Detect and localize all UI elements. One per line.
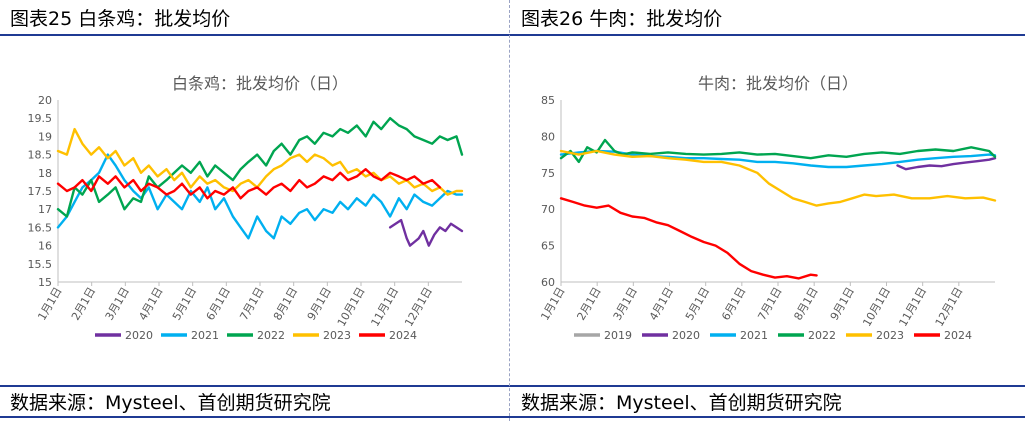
x-tick-label: 7月1日 xyxy=(755,285,784,323)
y-tick-label: 75 xyxy=(541,167,555,180)
x-tick-label: 7月1日 xyxy=(237,285,266,323)
x-tick-label: 10月1日 xyxy=(335,285,368,329)
chart-title: 白条鸡：批发均价（日） xyxy=(172,74,348,93)
series-line-2024 xyxy=(559,197,818,280)
series-line-2020 xyxy=(896,156,997,171)
y-tick-label: 60 xyxy=(541,276,555,289)
series-line-2022 xyxy=(56,116,464,218)
y-tick-label: 18.5 xyxy=(28,149,53,162)
series-line-2021 xyxy=(559,149,997,169)
chart-title: 牛肉：批发均价（日） xyxy=(698,74,858,93)
series-line-2022 xyxy=(559,138,997,164)
y-tick-label: 15.5 xyxy=(28,258,53,271)
x-tick-label: 8月1日 xyxy=(271,285,300,323)
x-tick-label: 1月1日 xyxy=(538,285,567,323)
y-tick-label: 70 xyxy=(541,203,555,216)
x-tick-label: 6月1日 xyxy=(719,285,748,323)
x-tick-label: 10月1日 xyxy=(860,285,893,329)
x-tick-label: 12月1日 xyxy=(933,285,966,329)
panel-divider xyxy=(509,0,510,421)
series-line-2024 xyxy=(56,167,442,200)
series-line-2020 xyxy=(388,218,464,247)
x-tick-label: 6月1日 xyxy=(204,285,233,323)
y-tick-label: 19.5 xyxy=(28,112,53,125)
y-tick-label: 65 xyxy=(541,240,555,253)
source-note: 数据来源：Mysteel、首创期货研究院 xyxy=(10,392,331,414)
x-tick-label: 9月1日 xyxy=(828,285,857,323)
panel-beef: 图表26 牛肉：批发均价 牛肉：批发均价（日） 60 65 70 75 80 85 1月1日 2… xyxy=(511,0,1025,421)
y-tick-label: 16.5 xyxy=(28,221,53,234)
legend-label: 2023 xyxy=(876,329,904,342)
legend-label: 2022 xyxy=(808,329,836,342)
y-tick-label: 20 xyxy=(38,94,52,107)
x-tick-label: 11月1日 xyxy=(369,285,402,329)
x-tick-label: 2月1日 xyxy=(69,285,98,323)
source-note: 数据来源：Mysteel、首创期货研究院 xyxy=(521,392,842,414)
x-tick-label: 12月1日 xyxy=(402,285,435,329)
x-tick-label: 11月1日 xyxy=(897,285,930,329)
y-tick-label: 15 xyxy=(38,276,52,289)
legend-label: 2022 xyxy=(257,329,285,342)
header-rule xyxy=(0,34,511,36)
figure-header: 图表26 牛肉：批发均价 xyxy=(521,8,723,30)
source-rule-top xyxy=(511,385,1025,387)
x-tick-label: 5月1日 xyxy=(683,285,712,323)
legend-label: 2024 xyxy=(389,329,417,342)
chart-beef-svg: 牛肉：批发均价（日） 60 65 70 75 80 85 1月1日 2月1日 3月1日 4月1日 5月… xyxy=(538,74,997,342)
series-line-2021 xyxy=(56,153,464,240)
figure-header: 图表25 白条鸡：批发均价 xyxy=(10,8,231,30)
x-tick-label: 3月1日 xyxy=(103,285,132,323)
y-tick-label: 18 xyxy=(38,167,52,180)
x-tick-label: 5月1日 xyxy=(170,285,199,323)
y-tick-label: 16 xyxy=(38,240,52,253)
chart-chicken: 白条鸡：批发均价（日） 15 15.5 16 16.5 17 17.5 18 18.5 19 19.… xyxy=(6,42,504,346)
series-line-2023 xyxy=(559,149,997,207)
y-tick-label: 17 xyxy=(38,203,52,216)
x-tick-label: 3月1日 xyxy=(611,285,640,323)
y-tick-label: 19 xyxy=(38,130,52,143)
panel-chicken: 图表25 白条鸡：批发均价 白条鸡：批发均价（日） 15 15.5 16 16.5 17 1… xyxy=(0,0,511,421)
x-tick-label: 4月1日 xyxy=(647,285,676,323)
y-tick-label: 85 xyxy=(541,94,555,107)
source-rule-bottom xyxy=(511,416,1025,418)
series-line-2023 xyxy=(56,127,464,196)
x-tick-label: 8月1日 xyxy=(792,285,821,323)
x-tick-label: 9月1日 xyxy=(305,285,334,323)
legend-label: 2020 xyxy=(672,329,700,342)
header-rule xyxy=(511,34,1025,36)
legend-label: 2023 xyxy=(323,329,351,342)
legend-label: 2021 xyxy=(191,329,219,342)
x-tick-label: 1月1日 xyxy=(35,285,64,323)
y-tick-label: 80 xyxy=(541,130,555,143)
x-tick-label: 2月1日 xyxy=(575,285,604,323)
legend-label: 2021 xyxy=(740,329,768,342)
legend-label: 2020 xyxy=(125,329,153,342)
legend-label: 2024 xyxy=(944,329,972,342)
source-rule-bottom xyxy=(0,416,511,418)
chart-beef: 牛肉：批发均价（日） 60 65 70 75 80 85 1月1日 2月1日 3月1日 4月1日 5月… xyxy=(517,42,1017,346)
source-rule-top xyxy=(0,385,511,387)
chart-chicken-svg: 白条鸡：批发均价（日） 15 15.5 16 16.5 17 17.5 18 18.5 19 19.… xyxy=(28,74,464,342)
legend-label: 2019 xyxy=(604,329,632,342)
y-tick-label: 17.5 xyxy=(28,185,53,198)
x-tick-label: 4月1日 xyxy=(136,285,165,323)
